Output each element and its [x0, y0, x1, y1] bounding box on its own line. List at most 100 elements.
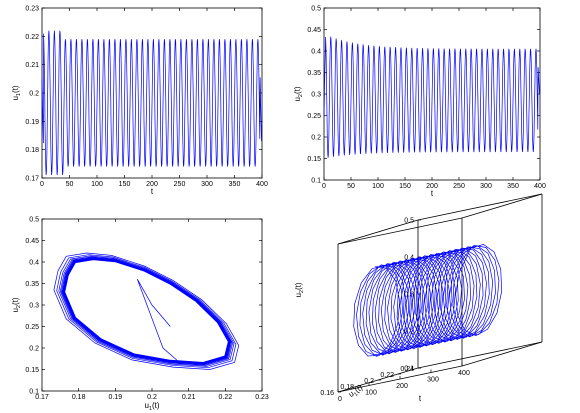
x-axis-label: t: [419, 394, 422, 403]
x-tick-label: 200: [146, 181, 158, 188]
y-tick-label: 0.2: [29, 346, 39, 353]
y-tick-label: 0.3: [29, 303, 39, 310]
box-edge: [461, 193, 543, 219]
z-tick-label: 0.3: [404, 292, 414, 299]
x-tick-label: 150: [399, 183, 411, 190]
y-tick-label: 0.23: [25, 6, 39, 13]
x-tick-label: 400: [458, 370, 470, 377]
box-edge: [417, 193, 543, 221]
x-tick-label: 250: [174, 181, 186, 188]
x-tick-label: 0.21: [182, 394, 196, 401]
x-tick-label: 350: [229, 181, 241, 188]
x-tick-label: 300: [201, 181, 213, 188]
series-line-phase: [63, 258, 230, 364]
plot-u1-vs-t: 0 50 100 150 200 250 300 350 400 0.17 0.18 0.19 0.2 0…: [11, 6, 268, 197]
x-tick-label: 0: [322, 183, 326, 190]
y-axis-label: u2(t): [293, 86, 304, 101]
z-tick-label: 0.5: [404, 218, 414, 225]
z-axis-label: u2(t): [294, 282, 305, 297]
x-tick-label: 0.18: [72, 394, 86, 401]
plot-u2-vs-t: 0 50 100 150 200 250 300 350 400 0.1 0.15 0.2 0.25 0.…: [293, 6, 546, 199]
x-tick-label: 100: [365, 390, 377, 397]
y-tick-label: 0.1: [311, 178, 321, 185]
box-edge: [461, 341, 543, 367]
plot-phase-portrait: 0.17 0.18 0.19 0.2 0.21 0.22 0.23 0.1 0.15 0.2 0.2…: [11, 217, 269, 413]
y-tick-label: 0.35: [307, 70, 321, 77]
y-tick-label: 0.18: [340, 384, 354, 391]
series-line-phase: [58, 255, 235, 367]
y-axis-label: u2(t): [11, 297, 22, 312]
y-tick-label: 0.35: [25, 281, 39, 288]
x-tick-label: 0.17: [35, 394, 49, 401]
x-tick-label: 100: [91, 181, 103, 188]
x-tick-label: 150: [119, 181, 131, 188]
y-tick-label: 0.3: [311, 92, 321, 99]
box-edge: [337, 217, 463, 245]
x-tick-label: 250: [453, 183, 465, 190]
y-tick-label: 0.25: [307, 113, 321, 120]
series-line-phase: [62, 258, 231, 364]
y-tick-label: 0.2: [29, 91, 39, 98]
x-tick-label: 50: [347, 183, 355, 190]
x-axis-label: t: [151, 187, 154, 196]
x-tick-label: 0: [40, 181, 44, 188]
series-line-u1: [41, 30, 262, 176]
x-tick-label: 0.22: [219, 394, 233, 401]
x-tick-label: 400: [256, 181, 268, 188]
y-tick-label: 0.15: [25, 367, 39, 374]
z-tick-label: 0.2: [404, 329, 414, 336]
y-tick-label: 0.18: [25, 147, 39, 154]
y-tick-label: 0.5: [29, 217, 39, 224]
y-tick-label: 0.4: [311, 49, 321, 56]
x-tick-label: 0.23: [255, 394, 269, 401]
series-line-phase: [62, 258, 231, 365]
x-tick-label: 300: [480, 183, 492, 190]
x-tick-label: 100: [372, 183, 384, 190]
y-tick-label: 0.2: [311, 135, 321, 142]
y-tick-label: 0.24: [400, 366, 414, 373]
y-tick-label: 0.15: [307, 156, 321, 163]
y-axis-label: u1(t): [347, 383, 366, 401]
y-tick-label: 0.5: [311, 6, 321, 13]
series-line-phase: [63, 258, 230, 364]
x-tick-label: 0.19: [109, 394, 123, 401]
y-tick-label: 0.25: [25, 324, 39, 331]
x-axis-label: t: [431, 189, 434, 198]
x-tick-label: 200: [426, 183, 438, 190]
y-tick-label: 0.1: [29, 389, 39, 396]
x-tick-label: 200: [396, 383, 408, 390]
y-tick-label: 0.16: [320, 390, 334, 397]
limit-cycle: [62, 257, 231, 365]
x-tick-label: 50: [66, 181, 74, 188]
x-tick-label: 300: [427, 377, 439, 384]
y-tick-label: 0.45: [25, 238, 39, 245]
y-tick-label: 0.21: [25, 62, 39, 69]
x-tick-label: 0.2: [147, 394, 157, 401]
y-tick-label: 0.22: [380, 372, 394, 379]
box-edge: [337, 219, 419, 245]
z-tick-label: 0.4: [404, 255, 414, 262]
x-axis-label: u1(t): [144, 401, 159, 412]
series-line-phase: [53, 252, 240, 370]
series-line-phase: [60, 257, 232, 366]
y-tick-label: 0.4: [29, 260, 39, 267]
box-edge: [417, 341, 543, 369]
y-tick-label: 0.22: [25, 34, 39, 41]
x-tick-label: 400: [534, 183, 546, 190]
series-line-phase: [56, 254, 237, 369]
y-tick-label: 0.45: [307, 27, 321, 34]
series-line-u2: [323, 36, 540, 158]
x-tick-label: 0: [338, 396, 342, 403]
y-tick-label: 0.17: [25, 176, 39, 183]
series-line-phase: [63, 258, 230, 364]
plot-3d-trajectory: 0 100 200 300 400 0.16 0.18 0.2 0.22 0.240.1 0.2 0.…: [294, 193, 543, 403]
series-line-phase: [59, 256, 233, 366]
z-tick-label: 0.1: [404, 366, 414, 373]
transient-line: [137, 279, 178, 362]
y-axis-label: u1(t): [11, 85, 22, 100]
y-tick-label: 0.19: [25, 119, 39, 126]
series-line-3d: [353, 244, 503, 357]
y-tick-label: 0.2: [364, 378, 374, 385]
x-tick-label: 350: [507, 183, 519, 190]
